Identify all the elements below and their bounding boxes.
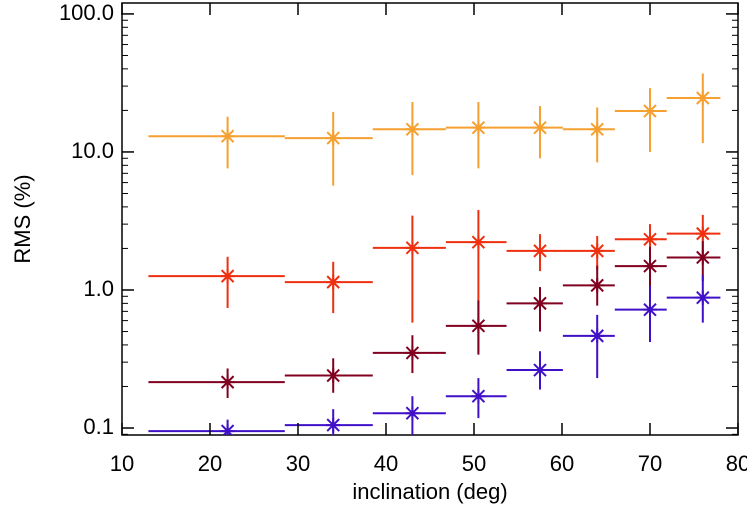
point-marker <box>590 328 605 344</box>
y-tick-label: 10.0 <box>71 138 114 163</box>
point-marker <box>220 423 235 435</box>
point-marker <box>220 268 235 284</box>
point-marker <box>590 278 605 293</box>
y-axis-label: RMS (%) <box>10 174 35 263</box>
plot-area <box>148 73 721 435</box>
point-marker <box>642 103 658 119</box>
point-marker <box>532 362 548 378</box>
point-marker <box>471 120 486 135</box>
x-axis-label: inclination (deg) <box>352 479 507 504</box>
point-marker <box>405 240 420 256</box>
y-tick-label: 100.0 <box>59 0 114 25</box>
point-marker <box>532 120 548 135</box>
point-marker <box>590 122 605 137</box>
x-tick-label: 70 <box>638 451 662 476</box>
x-tick-label: 60 <box>550 451 574 476</box>
point-marker <box>471 318 486 334</box>
plot-frame <box>121 2 739 436</box>
point-marker <box>532 296 548 311</box>
point-marker <box>326 130 341 146</box>
x-tick-label: 40 <box>374 451 398 476</box>
point-marker <box>642 232 658 247</box>
point-marker <box>695 90 710 106</box>
point-marker <box>326 417 341 433</box>
x-tick-label: 20 <box>198 451 222 476</box>
point-marker <box>405 122 420 137</box>
point-marker <box>695 250 710 265</box>
point-marker <box>532 243 548 259</box>
point-marker <box>220 374 235 390</box>
point-marker <box>642 258 658 274</box>
point-marker <box>405 406 420 421</box>
point-marker <box>471 389 486 404</box>
point-marker <box>695 290 710 305</box>
y-tick-label: 1.0 <box>83 276 114 301</box>
x-tick-label: 80 <box>726 451 747 476</box>
x-tick-label: 10 <box>110 451 134 476</box>
x-tick-label: 30 <box>286 451 310 476</box>
x-tick-label: 50 <box>462 451 486 476</box>
point-marker <box>405 345 420 361</box>
point-marker <box>695 226 710 241</box>
point-marker <box>590 243 605 259</box>
point-marker <box>326 274 341 290</box>
point-marker <box>326 368 341 383</box>
y-tick-label: 0.1 <box>83 414 114 439</box>
point-marker <box>220 129 235 144</box>
point-marker <box>642 302 658 317</box>
point-marker <box>471 234 486 250</box>
